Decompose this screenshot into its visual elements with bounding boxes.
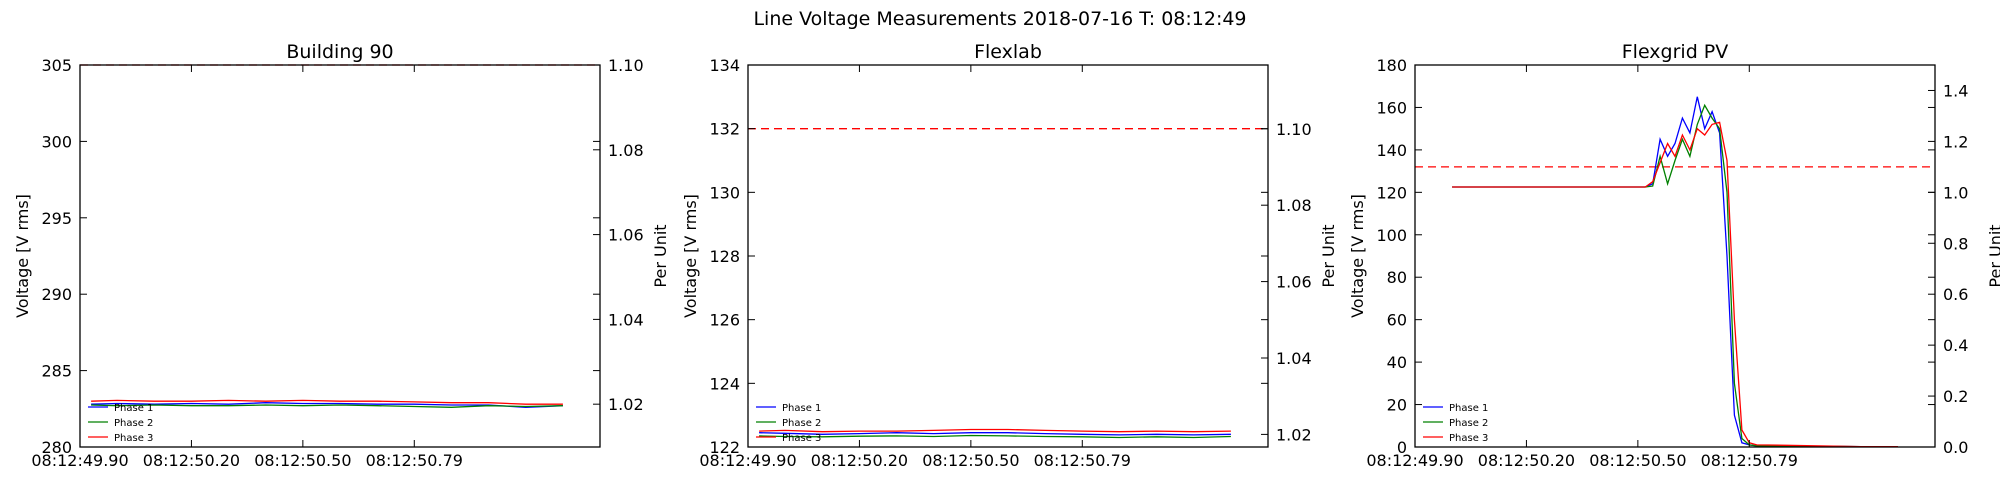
y-tick-label: 290 <box>41 285 72 304</box>
y-tick-label-right: 1.2 <box>1943 132 1968 151</box>
x-tick-label: 08:12:50.50 <box>922 451 1019 470</box>
x-tick-label: 08:12:50.50 <box>1589 451 1686 470</box>
series-line <box>759 434 1231 439</box>
legend-label: Phase 2 <box>1449 418 1488 429</box>
series-line <box>759 432 1231 436</box>
y-tick-label-right: 1.06 <box>608 226 644 245</box>
chart-panel: Building 90 280 285 290 295 300 305 1.02 1.04 1.0… <box>13 41 670 470</box>
y-tick-label: 100 <box>1376 226 1407 245</box>
chart-title: Flexgrid PV <box>1622 41 1729 63</box>
y-tick-label: 300 <box>41 132 72 151</box>
series-line <box>1452 103 1898 447</box>
y-tick-label-right: 1.10 <box>1276 120 1312 139</box>
series-line <box>1452 96 1898 447</box>
plot-frame <box>1414 64 1936 448</box>
x-tick-label: 08:12:49.90 <box>1366 451 1463 470</box>
y-tick-label-right: 0.8 <box>1943 234 1968 253</box>
y-tick-label: 305 <box>41 56 72 75</box>
y-tick-label: 128 <box>709 247 740 266</box>
y-tick-label: 130 <box>709 183 740 202</box>
series-line <box>759 428 1231 433</box>
series-line <box>1452 121 1898 447</box>
y-tick-label: 120 <box>1376 183 1407 202</box>
y-tick-label-right: 0.4 <box>1943 336 1968 355</box>
legend-label: Phase 2 <box>114 418 153 429</box>
y-tick-label: 80 <box>1387 268 1407 287</box>
y-tick-label: 40 <box>1387 353 1407 372</box>
y-tick-label: 140 <box>1376 141 1407 160</box>
y-tick-label-right: 1.04 <box>608 310 644 329</box>
x-tick-label: 08:12:50.79 <box>1034 451 1131 470</box>
x-tick-label: 08:12:50.79 <box>1701 451 1798 470</box>
y-tick-label-right: 1.4 <box>1943 81 1968 100</box>
y-tick-label: 280 <box>41 438 72 457</box>
series-line <box>91 404 563 408</box>
chart-panel: Flexlab 122 124 126 128 130 132 134 1.02 1.04 1.06… <box>681 41 1338 470</box>
y-axis-label: Voltage [V rms] <box>13 194 32 318</box>
legend-label: Phase 2 <box>782 418 821 429</box>
y-axis-label-right: Per Unit <box>651 224 670 287</box>
x-tick-label: 08:12:50.20 <box>143 451 240 470</box>
chart-panel: Flexgrid PV 0 20 40 60 80 100 120 140 160 180 0.0 0.… <box>1348 41 2000 470</box>
y-tick-label-right: 1.0 <box>1943 183 1968 202</box>
figure-suptitle: Line Voltage Measurements 2018-07-16 T: … <box>753 8 1246 30</box>
legend-label: Phase 3 <box>114 433 153 444</box>
y-tick-label: 134 <box>709 56 740 75</box>
y-tick-label: 126 <box>709 311 740 330</box>
y-tick-label: 122 <box>709 438 740 457</box>
legend-label: Phase 1 <box>782 403 821 414</box>
y-tick-label: 132 <box>709 120 740 139</box>
chart-title: Building 90 <box>286 41 393 63</box>
y-tick-label: 60 <box>1387 311 1407 330</box>
y-tick-label: 0 <box>1397 438 1407 457</box>
x-tick-label: 08:12:50.20 <box>811 451 908 470</box>
x-tick-label: 08:12:49.90 <box>31 451 128 470</box>
y-axis-label: Voltage [V rms] <box>681 194 700 318</box>
y-tick-label-right: 1.08 <box>1276 196 1312 215</box>
y-tick-label-right: 1.08 <box>608 141 644 160</box>
y-axis-label: Voltage [V rms] <box>1348 194 1367 318</box>
legend-label: Phase 3 <box>1449 433 1488 444</box>
x-tick-label: 08:12:50.50 <box>254 451 351 470</box>
y-tick-label: 20 <box>1387 396 1407 415</box>
y-tick-label-right: 0.0 <box>1943 438 1968 457</box>
y-tick-label-right: 0.2 <box>1943 387 1968 406</box>
y-tick-label: 160 <box>1376 98 1407 117</box>
y-tick-label: 285 <box>41 362 72 381</box>
x-tick-label: 08:12:50.20 <box>1478 451 1575 470</box>
x-tick-label: 08:12:49.90 <box>699 451 796 470</box>
y-tick-label: 295 <box>41 209 72 228</box>
series-line <box>91 402 563 408</box>
y-tick-label-right: 1.02 <box>608 395 644 414</box>
y-tick-label-right: 1.04 <box>1276 349 1312 368</box>
y-axis-label-right: Per Unit <box>1986 224 2000 287</box>
legend-label: Phase 1 <box>1449 403 1488 414</box>
legend-label: Phase 3 <box>782 433 821 444</box>
y-tick-label-right: 1.10 <box>608 56 644 75</box>
y-axis-label-right: Per Unit <box>1319 224 1338 287</box>
y-tick-label: 124 <box>709 374 740 393</box>
y-tick-label-right: 0.6 <box>1943 285 1968 304</box>
y-tick-label: 180 <box>1376 56 1407 75</box>
legend-label: Phase 1 <box>114 403 153 414</box>
y-tick-label-right: 1.02 <box>1276 425 1312 444</box>
x-tick-label: 08:12:50.79 <box>366 451 463 470</box>
chart-title: Flexlab <box>974 41 1042 63</box>
series-line <box>91 399 563 405</box>
plot-frame <box>79 64 601 448</box>
plot-frame <box>747 64 1269 448</box>
y-tick-label-right: 1.06 <box>1276 273 1312 292</box>
